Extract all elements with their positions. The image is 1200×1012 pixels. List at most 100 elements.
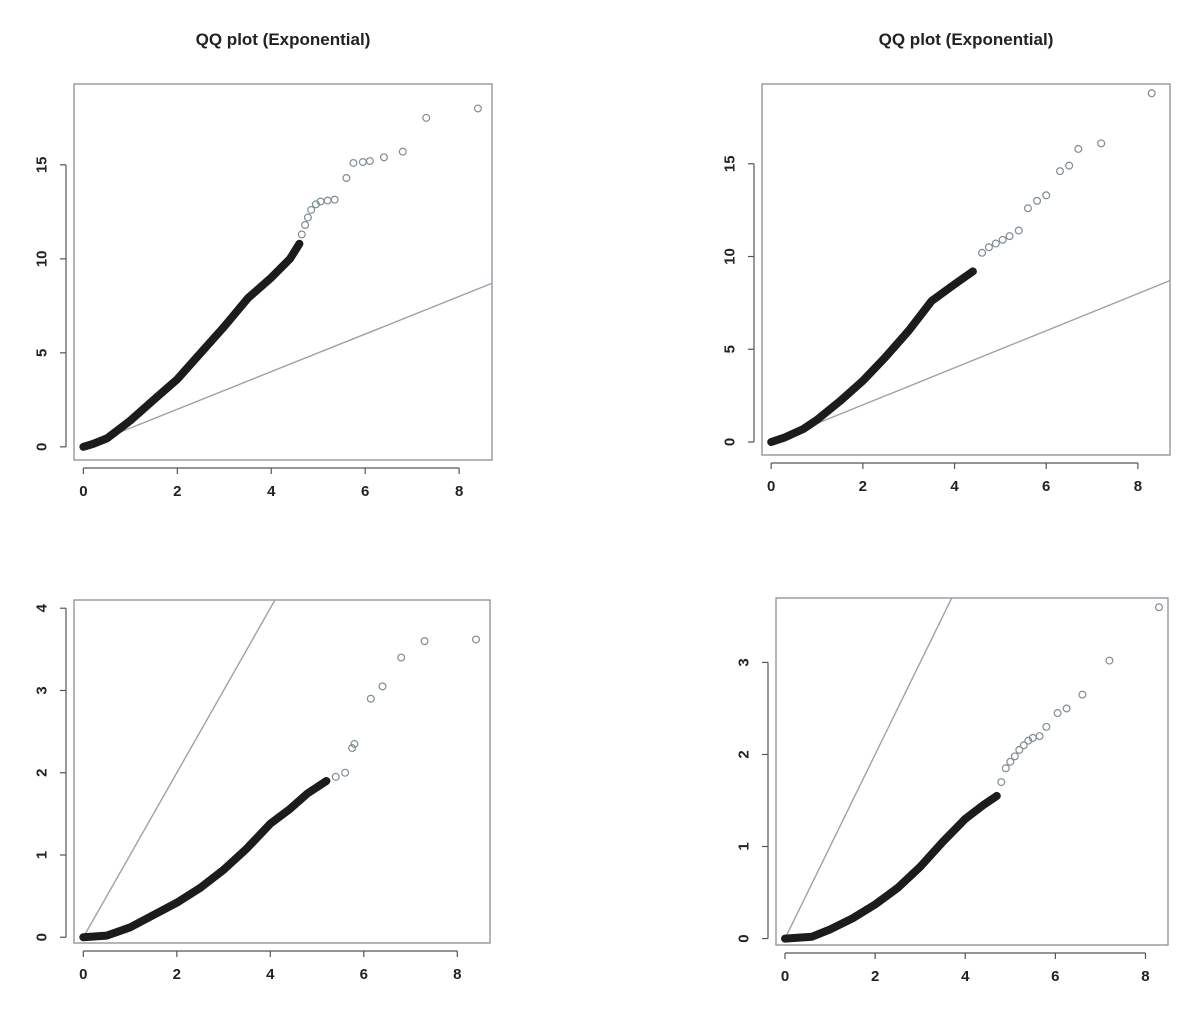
sample-point (997, 778, 1006, 787)
y-tick-label: 2 (736, 750, 753, 758)
dense-sample-points (79, 777, 331, 942)
sample-point (303, 213, 312, 222)
plot-frame (73, 83, 493, 461)
qq-panel-3: 0 2 4 6 8 0 1 2 3 4 (34, 599, 491, 983)
sample-point (1042, 722, 1051, 731)
x-tick-label: 6 (360, 966, 368, 983)
y-tick-label: 1 (34, 851, 51, 859)
qq-panel-2: QQ plot (Exponential) 0 2 4 6 8 0 5 10 15 (722, 30, 1171, 495)
sample-point (1105, 656, 1114, 665)
y-tick-label: 4 (34, 603, 51, 612)
sample-point (471, 635, 480, 644)
sample-point (1023, 204, 1032, 213)
y-tick-label: 0 (722, 438, 739, 446)
sample-point (331, 772, 340, 781)
sample-point (379, 153, 388, 162)
x-tick-label: 6 (1042, 478, 1050, 495)
panel-title: QQ plot (Exponential) (196, 30, 371, 49)
x-tick-label: 4 (267, 483, 276, 500)
x-tick-label: 2 (173, 483, 181, 500)
y-tick-label: 10 (34, 250, 51, 267)
sample-point (1042, 191, 1051, 200)
sample-point (1006, 757, 1015, 766)
reference-line (82, 600, 276, 938)
y-tick-label: 0 (34, 443, 51, 451)
sample-point (365, 157, 374, 166)
sample-point (342, 174, 351, 183)
x-tick-label: 4 (961, 968, 970, 985)
sample-point (1005, 232, 1014, 241)
qq-panel-1: QQ plot (Exponential) 0 2 4 6 8 0 5 10 15 (34, 30, 493, 500)
x-tick-label: 0 (79, 483, 87, 500)
sample-point (323, 196, 332, 205)
sample-point (349, 158, 358, 167)
sample-point (422, 113, 431, 122)
y-tick-label: 5 (34, 349, 51, 357)
x-tick-label: 8 (1134, 478, 1142, 495)
y-tick-label: 3 (34, 686, 51, 694)
sample-point (1010, 752, 1019, 761)
x-tick-label: 6 (361, 483, 369, 500)
sample-point (1065, 161, 1074, 170)
sample-point (398, 147, 407, 156)
x-tick-label: 0 (79, 966, 87, 983)
reference-line (770, 279, 1170, 443)
sample-point (1062, 704, 1071, 713)
x-tick-label: 0 (767, 478, 775, 495)
y-tick-label: 15 (722, 155, 739, 172)
sample-point (1033, 196, 1042, 205)
x-tick-label: 4 (950, 478, 959, 495)
dense-sample-points (767, 267, 977, 446)
x-tick-label: 8 (453, 966, 461, 983)
x-tick-label: 6 (1051, 968, 1059, 985)
sample-point (998, 235, 1007, 244)
x-tick-label: 2 (871, 968, 879, 985)
x-tick-label: 8 (1141, 968, 1149, 985)
sample-point (984, 243, 993, 252)
sample-point (978, 248, 987, 257)
dense-sample-points (781, 791, 1001, 943)
sample-point (330, 195, 339, 204)
sample-point (397, 653, 406, 662)
y-tick-label: 3 (736, 658, 753, 666)
sample-point (1014, 226, 1023, 235)
sample-point (341, 768, 350, 777)
plot-frame (73, 599, 491, 944)
y-tick-label: 2 (34, 769, 51, 777)
sample-point (297, 230, 306, 239)
y-tick-label: 0 (736, 934, 753, 942)
qq-panel-4: 0 2 4 6 8 0 1 2 3 (736, 597, 1169, 985)
sample-point (1078, 690, 1087, 699)
x-tick-label: 8 (455, 483, 463, 500)
y-tick-label: 5 (722, 345, 739, 353)
sample-point (1147, 89, 1156, 98)
sample-point (307, 205, 316, 214)
sample-point (1154, 603, 1163, 612)
y-tick-label: 1 (736, 842, 753, 850)
x-tick-label: 2 (859, 478, 867, 495)
sample-point (358, 158, 367, 167)
plot-frame (775, 597, 1169, 946)
plot-frame (761, 83, 1171, 456)
sample-point (420, 637, 429, 646)
sample-point (1074, 144, 1083, 153)
sample-point (1035, 732, 1044, 741)
dense-sample-points (79, 239, 304, 451)
sample-point (1097, 139, 1106, 148)
sample-point (366, 694, 375, 703)
sample-point (991, 239, 1000, 248)
sample-point (1053, 709, 1062, 718)
x-tick-label: 0 (781, 968, 789, 985)
sample-point (301, 221, 310, 230)
y-tick-label: 15 (34, 156, 51, 173)
sample-point (1055, 167, 1064, 176)
x-tick-label: 2 (173, 966, 181, 983)
sample-point (1015, 745, 1024, 754)
x-tick-label: 4 (266, 966, 275, 983)
sample-point (473, 104, 482, 113)
sample-point (350, 739, 359, 748)
sample-point (378, 682, 387, 691)
sample-point (348, 744, 357, 753)
sample-point (1019, 741, 1028, 750)
